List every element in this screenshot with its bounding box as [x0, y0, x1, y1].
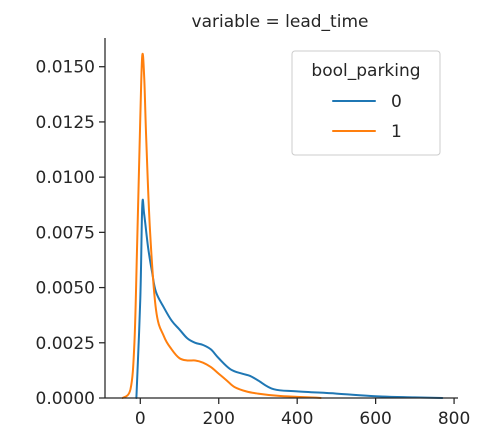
- x-tick-label: 200: [203, 409, 235, 429]
- facet-title: variable = lead_time: [192, 12, 369, 32]
- x-tick-label: 800: [438, 409, 470, 429]
- x-tick-label: 400: [281, 409, 313, 429]
- legend-frame: [291, 50, 441, 156]
- y-tick-label: 0.0150: [36, 58, 95, 78]
- x-tick-label: 600: [359, 409, 391, 429]
- x-ticks: 0 200 400 600 800: [135, 398, 470, 429]
- series-line-1: [121, 52, 322, 399]
- legend-label-1: 1: [391, 122, 402, 142]
- y-tick-label: 0.0075: [36, 223, 95, 243]
- y-tick-label: 0.0125: [36, 113, 95, 133]
- y-tick-label: 0.0000: [36, 389, 95, 409]
- y-tick-label: 0.0100: [36, 168, 95, 188]
- y-ticks: 0.0000 0.0025 0.0050 0.0075 0.0100 0.0125 0.01…: [36, 58, 105, 409]
- legend-title: bool_parking: [311, 61, 420, 81]
- legend-label-0: 0: [391, 92, 402, 112]
- legend: bool_parking 0 1: [291, 50, 441, 156]
- y-tick-label: 0.0050: [36, 279, 95, 299]
- y-tick-label: 0.0025: [36, 334, 95, 354]
- x-tick-label: 0: [135, 409, 146, 429]
- series-layer: [121, 52, 444, 399]
- series-line-0: [135, 198, 444, 399]
